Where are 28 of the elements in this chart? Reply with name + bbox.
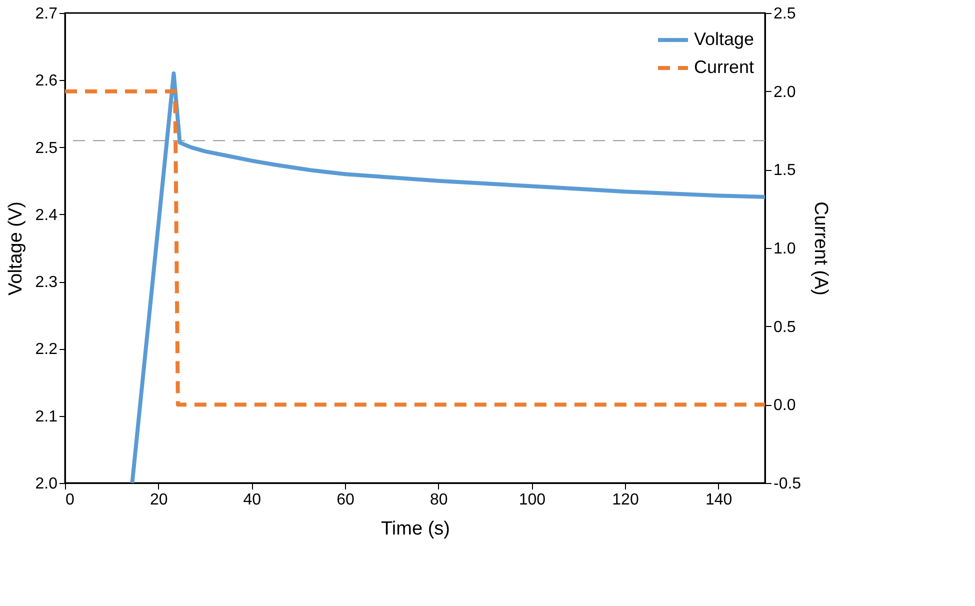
x-tick-label: 20 [150,492,168,508]
y2-axis-title: Current (A) [810,202,832,296]
y-tick-label: 2.3 [35,274,58,292]
y-tick-label: 2.7 [35,6,58,22]
x-tick-label: 120 [612,492,639,508]
x-tick-label: 80 [430,492,448,508]
y2-tick-label: 2.0 [774,84,796,101]
x-tick-label: 60 [336,492,354,508]
x-tick-label: 40 [243,492,262,508]
legend-label: Current [694,57,754,77]
y2-tick-label: 2.5 [774,6,796,22]
y2-tick-label: 1.5 [774,162,796,180]
x-tick-label: 0 [66,492,74,508]
y2-tick-label: 0.0 [774,397,796,414]
y2-tick-label: -0.5 [774,476,802,492]
y2-tick-label: 0.5 [774,318,796,336]
y-tick-label: 2.4 [35,206,58,224]
y-tick-label: 2.1 [35,408,58,426]
y-tick-label: 2.2 [35,341,58,358]
x-axis-title: Time (s) [381,518,450,540]
x-tick-label: 100 [518,492,546,508]
y-tick-label: 2.0 [35,476,58,492]
y-tick-label: 2.6 [35,72,58,90]
y2-tick-label: 1.0 [774,240,796,258]
x-tick-label: 140 [705,492,732,508]
y-axis-title: Voltage (V) [5,202,26,296]
legend-label: Voltage [694,29,754,49]
y-tick-label: 2.5 [35,140,58,157]
